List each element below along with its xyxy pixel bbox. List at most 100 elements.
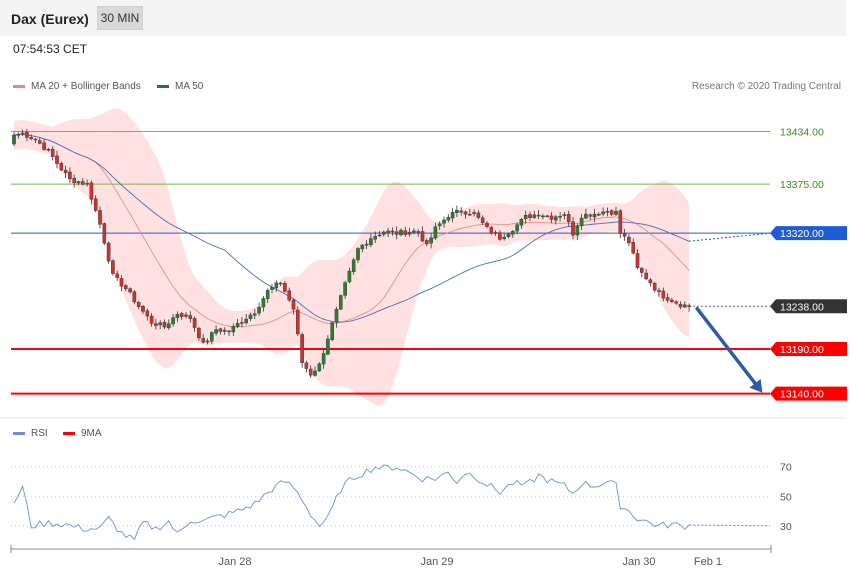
candle-body: [193, 318, 196, 327]
candle-body: [408, 232, 411, 234]
candle-body: [391, 231, 394, 232]
candle-body: [619, 211, 622, 234]
candle-body: [632, 242, 635, 253]
candle-body: [494, 232, 497, 233]
candle-body: [675, 302, 678, 304]
candle-body: [47, 149, 50, 150]
candle-body: [537, 215, 540, 216]
level-label-13375.00: 13375.00: [780, 179, 824, 191]
candle-body: [520, 219, 523, 225]
candle-body: [365, 244, 368, 245]
candle-body: [563, 215, 566, 216]
candle-body: [283, 283, 286, 291]
candle-body: [189, 316, 192, 319]
candle-body: [184, 315, 187, 317]
candle-body: [107, 243, 110, 261]
candle-body: [227, 331, 230, 332]
candle-body: [477, 213, 480, 218]
candle-body: [468, 214, 471, 215]
candle-body: [382, 232, 385, 234]
candle-body: [653, 283, 656, 290]
candle-body: [111, 261, 114, 274]
level-label-13190.00: 13190.00: [780, 344, 824, 356]
candle-body: [584, 214, 587, 218]
candle-body: [120, 278, 123, 286]
candle-body: [434, 227, 437, 238]
candle-body: [21, 133, 24, 134]
candle-body: [275, 283, 278, 288]
candle-body: [662, 291, 665, 298]
candle-body: [498, 233, 501, 240]
candle-body: [81, 181, 84, 184]
candle-body: [387, 231, 390, 233]
candle-body: [378, 235, 381, 236]
candle-body: [657, 291, 660, 292]
candle-body: [154, 324, 157, 326]
candle-body: [442, 220, 445, 223]
candle-body: [460, 211, 463, 212]
candle-body: [645, 273, 648, 279]
candle-body: [64, 170, 67, 173]
candle-body: [417, 231, 420, 232]
candle-body: [546, 216, 549, 217]
candle-body: [98, 210, 101, 224]
candle-body: [356, 248, 359, 259]
candle-body: [399, 230, 402, 235]
candle-body: [51, 149, 54, 156]
candle-body: [589, 215, 592, 217]
candle-body: [451, 212, 454, 218]
candle-body: [430, 238, 433, 243]
x-axis-label: Jan 30: [622, 556, 655, 568]
candle-body: [550, 216, 553, 220]
level-label-13140.00: 13140.00: [780, 389, 824, 401]
candle-body: [597, 214, 600, 215]
candle-body: [30, 137, 33, 138]
candle-body: [636, 253, 639, 267]
candle-body: [232, 326, 235, 332]
candle-body: [301, 334, 304, 362]
candle-body: [640, 268, 643, 272]
candle-body: [141, 306, 144, 311]
candle-body: [528, 214, 531, 217]
candle-body: [666, 298, 669, 301]
ma50-projection: [689, 233, 770, 241]
candle-body: [473, 212, 476, 213]
candle-body: [425, 240, 428, 243]
candle-body: [593, 214, 596, 217]
candle-body: [296, 310, 299, 334]
candle-body: [554, 217, 557, 220]
candle-body: [331, 323, 334, 340]
candle-body: [133, 292, 136, 302]
x-axis-label: Jan 28: [218, 556, 251, 568]
candle-body: [215, 330, 218, 334]
candle-body: [503, 237, 506, 239]
candle-body: [17, 134, 20, 135]
candle-body: [511, 231, 514, 234]
candle-body: [34, 139, 37, 140]
candle-body: [580, 218, 583, 226]
candle-body: [210, 332, 213, 341]
candle-body: [43, 143, 46, 150]
candle-body: [516, 225, 519, 231]
candle-body: [236, 323, 239, 327]
candle-body: [447, 217, 450, 220]
candle-body: [86, 183, 89, 184]
candle-body: [279, 283, 282, 284]
bollinger-band-area: [14, 108, 689, 405]
candle-body: [163, 322, 166, 327]
candle-body: [146, 311, 149, 316]
candle-body: [455, 210, 458, 213]
candle-body: [68, 172, 71, 179]
candle-body: [623, 234, 626, 237]
candle-body: [361, 245, 364, 249]
candle-body: [533, 215, 536, 218]
candle-body: [541, 216, 544, 217]
rsi-projection: [689, 525, 770, 526]
candle-body: [90, 183, 93, 200]
candle-body: [571, 222, 574, 235]
candle-body: [576, 226, 579, 235]
candle-body: [103, 223, 106, 243]
rsi-level-label-30: 30: [780, 521, 792, 533]
candle-body: [202, 338, 205, 342]
